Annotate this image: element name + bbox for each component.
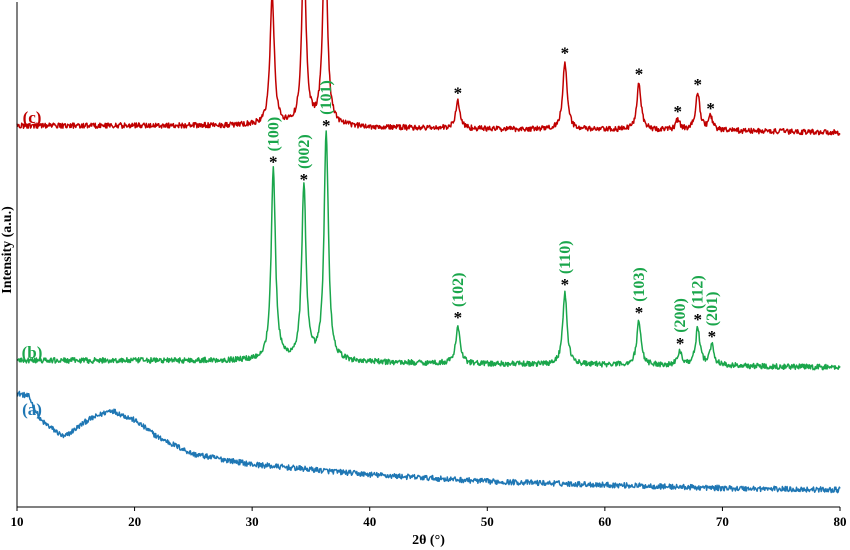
peak-marker: * [454, 308, 463, 327]
x-axis-title: 2θ (°) [412, 533, 445, 548]
x-tick-label: 30 [246, 514, 259, 529]
peak-marker: * [561, 275, 570, 294]
peak-marker: * [676, 334, 685, 353]
series-line [16, 0, 841, 136]
peak-marker: * [635, 303, 644, 322]
peak-marker: * [454, 83, 463, 102]
peak-marker: * [706, 99, 715, 118]
peak-marker: * [674, 102, 683, 121]
miller-index-label: (110) [557, 240, 574, 274]
trace-label: (c) [23, 108, 42, 127]
trace-layer [16, 0, 841, 494]
x-tick-label: 60 [598, 514, 611, 529]
peak-marker: * [693, 75, 702, 94]
peak-marker: * [269, 153, 278, 172]
peak-marker: * [693, 310, 702, 329]
miller-index-label: (002) [296, 134, 313, 169]
x-ticks: 10 20 30 40 50 60 70 80 [11, 507, 847, 529]
miller-index-label: (101) [318, 80, 335, 115]
peak-marker: * [561, 44, 570, 63]
series-line [16, 390, 841, 494]
trace-label: (a) [22, 400, 42, 419]
miller-index-label: (102) [450, 273, 467, 308]
x-tick-label: 80 [834, 514, 847, 529]
miller-index-label: (200) [672, 298, 689, 333]
axes-layer: 10 20 30 40 50 60 70 80 [11, 2, 847, 529]
peak-marker: * [635, 64, 644, 83]
x-tick-label: 70 [716, 514, 729, 529]
x-tick-label: 40 [363, 514, 376, 529]
series-line [16, 130, 841, 371]
peak-marker: * [300, 170, 309, 189]
miller-index-label: (100) [265, 117, 282, 152]
x-tick-label: 10 [11, 514, 24, 529]
peak-marker: * [322, 116, 331, 135]
trace-label: (b) [22, 343, 43, 362]
x-tick-label: 50 [481, 514, 494, 529]
peak-marker-layer: (a)(b)*(100)*(002)*(101)*(102) *(110)*(10… [22, 44, 721, 419]
miller-index-label: (112) [690, 275, 707, 309]
peak-marker: * [708, 327, 717, 346]
miller-index-label: (201) [704, 292, 721, 327]
y-axis-title: Intensity (a.u.) [0, 206, 15, 294]
miller-index-label: (103) [631, 267, 648, 302]
x-tick-label: 20 [128, 514, 141, 529]
